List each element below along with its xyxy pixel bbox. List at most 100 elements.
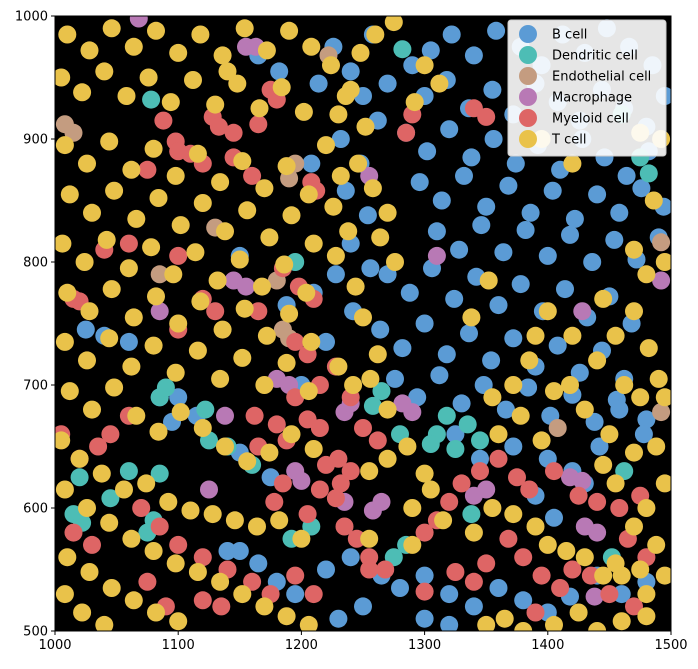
cell-point — [186, 243, 205, 262]
legend-marker — [519, 130, 537, 148]
cell-point — [458, 415, 477, 434]
cell-point — [625, 443, 643, 462]
cell-point — [477, 107, 496, 126]
cell-point — [161, 93, 180, 112]
cell-point — [538, 302, 557, 321]
cell-point — [212, 597, 231, 616]
cell-point — [397, 123, 416, 142]
cell-point — [304, 585, 323, 604]
cell-point — [142, 90, 161, 109]
cell-point — [317, 560, 335, 579]
cell-point — [427, 246, 446, 265]
cell-point — [360, 560, 379, 579]
cell-point — [124, 37, 143, 56]
cell-point — [563, 154, 582, 173]
cell-point — [371, 228, 390, 247]
cell-point — [75, 253, 94, 271]
cell-point — [583, 253, 602, 271]
cell-point — [655, 388, 671, 407]
cell-point — [144, 542, 163, 560]
cell-point — [304, 234, 323, 253]
cell-point — [511, 275, 530, 294]
cell-point — [341, 548, 360, 567]
cell-point — [434, 511, 453, 530]
axes-layer: 1000 1100 1200 1300 1400 1500 500 600 700 800 900 1… — [15, 10, 688, 654]
cell-point — [249, 554, 268, 573]
cell-point — [124, 591, 143, 610]
cell-point — [64, 523, 83, 542]
cell-point — [255, 597, 274, 616]
cell-point — [464, 572, 483, 591]
y-tick-label: 800 — [23, 256, 48, 271]
cell-point — [149, 189, 168, 207]
cell-point — [341, 462, 360, 481]
cell-point — [561, 376, 579, 394]
cell-point — [138, 572, 157, 591]
cell-point — [124, 308, 143, 327]
cell-point — [329, 357, 348, 376]
cell-point — [499, 176, 518, 195]
cell-point — [612, 612, 631, 631]
cell-point — [58, 25, 77, 44]
cell-point — [545, 615, 563, 631]
cell-point — [445, 289, 464, 308]
cell-point — [169, 612, 188, 631]
cell-point — [218, 542, 237, 560]
x-tick-label: 1500 — [654, 638, 687, 653]
cell-point — [415, 523, 434, 542]
cell-point — [652, 271, 671, 290]
cell-point — [489, 579, 508, 597]
cell-point — [565, 209, 584, 228]
cell-point — [594, 455, 613, 474]
cell-point — [115, 480, 133, 499]
cell-point — [368, 431, 387, 450]
cell-point — [273, 474, 292, 493]
cell-point — [605, 230, 624, 249]
cell-point — [80, 563, 99, 581]
cell-point — [119, 234, 138, 253]
cell-point — [309, 74, 328, 93]
cell-point — [144, 139, 163, 158]
cell-point — [460, 324, 478, 343]
cell-point — [519, 378, 538, 397]
cell-point — [393, 339, 412, 358]
cell-point — [248, 517, 266, 536]
cell-point — [211, 369, 230, 388]
cell-point — [277, 353, 296, 372]
cell-point — [191, 25, 210, 44]
cell-point — [257, 326, 276, 345]
cell-point — [499, 529, 518, 548]
cell-point — [304, 440, 323, 458]
cell-point — [634, 425, 653, 444]
cell-point — [489, 425, 508, 444]
cell-point — [80, 302, 99, 321]
cell-point — [363, 396, 382, 415]
cell-point — [386, 369, 404, 388]
cell-point — [361, 259, 380, 278]
cell-point — [224, 123, 243, 142]
x-tick-label: 1100 — [162, 638, 195, 653]
cell-point — [612, 585, 631, 604]
cell-point — [184, 71, 202, 89]
cell-point — [225, 511, 244, 530]
cell-point — [585, 587, 604, 606]
cell-point — [487, 21, 506, 40]
cell-point — [526, 326, 545, 345]
cell-point — [625, 597, 643, 616]
cell-point — [60, 382, 79, 401]
cell-point — [514, 622, 533, 631]
cell-point — [233, 585, 252, 604]
cell-point — [495, 609, 514, 628]
cell-point — [378, 203, 397, 222]
cell-point — [625, 517, 643, 536]
cell-point — [483, 388, 502, 407]
legend-label: Myeloid cell — [552, 112, 629, 127]
cell-point — [100, 132, 119, 151]
cell-point — [631, 560, 650, 579]
cell-point — [166, 166, 185, 185]
cell-point — [233, 348, 252, 367]
cell-point — [335, 517, 354, 536]
cell-point — [233, 152, 252, 171]
cell-point — [150, 517, 169, 536]
